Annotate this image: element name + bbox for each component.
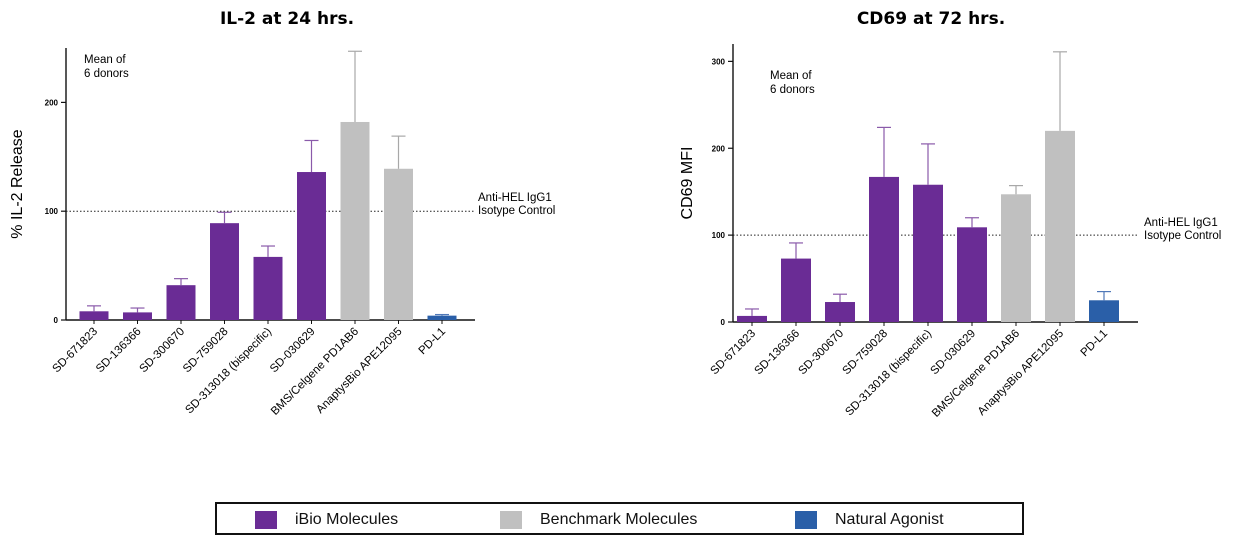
legend-swatch-natural [795,511,817,529]
legend: iBio Molecules Benchmark Molecules Natur… [215,502,1024,535]
x-tick-label: SD-300670 [796,328,846,378]
legend-label-ibio: iBio Molecules [295,511,399,528]
donor-annotation: Mean of [770,70,812,82]
x-tick-label: SD-136366 [94,326,144,376]
bar [79,311,109,320]
y-tick-label: 100 [712,231,726,240]
y-tick-label: 100 [45,207,59,216]
reference-line-label: Anti-HEL IgG1 [478,192,552,204]
x-tick-label: AnaptysBio APE12095 [976,328,1066,418]
legend-label-benchmark: Benchmark Molecules [540,511,698,528]
y-tick-label: 200 [45,98,59,107]
donor-annotation: Mean of [84,54,126,66]
x-tick-label: SD-313018 (bispecific) [843,328,934,419]
legend-swatch-benchmark [500,511,522,529]
legend-item-benchmark: Benchmark Molecules [500,510,697,530]
y-tick-label: 200 [712,144,726,153]
x-tick-label: AnaptysBio APE12095 [314,326,404,416]
chart-2: CD69 at 72 hrs. CD69 MFI 0 100 200 300 Anti-HE… [679,9,1221,420]
bar [384,168,413,320]
bar [297,172,326,320]
bar [737,315,767,322]
chart-title: IL-2 at 24 hrs. [220,9,354,29]
donor-annotation: 6 donors [770,84,815,96]
y-axis-label: CD69 MFI [679,147,696,220]
bar [1001,194,1031,322]
x-tick-label: BMS/Celgene PD1AB6 [930,328,1022,420]
x-tick-label: SD-671823 [50,326,100,376]
bar [210,223,239,320]
bar [957,227,987,322]
legend-item-natural: Natural Agonist [795,510,944,530]
legend-swatch-ibio [255,511,277,529]
x-tick-label: PD-L1 [417,326,449,358]
x-tick-label: SD-136366 [752,328,802,378]
chart-title: CD69 at 72 hrs. [857,9,1005,29]
bar [427,315,457,320]
bar [340,121,370,320]
y-tick-label: 0 [54,316,59,325]
bar [781,258,811,322]
x-tick-label: BMS/Celgene PD1AB6 [269,326,361,418]
bar [253,256,283,320]
chart-1: IL-2 at 24 hrs. % IL-2 Release 0 100 200 Anti… [9,9,555,418]
legend-item-ibio: iBio Molecules [255,510,398,530]
x-tick-label: SD-313018 (bispecific) [183,326,274,417]
y-tick-label: 0 [721,318,726,327]
donor-annotation: 6 donors [84,68,129,80]
bar [1089,300,1119,322]
legend-label-natural: Natural Agonist [835,511,944,528]
y-tick-label: 300 [712,57,726,66]
reference-line-label: Anti-HEL IgG1 [1144,217,1218,229]
x-tick-label: SD-671823 [708,328,758,378]
reference-line-label: Isotype Control [1144,230,1221,242]
bar [869,176,899,322]
reference-line-label: Isotype Control [478,205,555,217]
bar [123,312,152,320]
bar [166,285,196,320]
x-tick-label: PD-L1 [1079,328,1111,360]
bar [1045,130,1075,322]
bar [825,302,855,322]
bar [913,184,943,322]
y-axis-label: % IL-2 Release [9,129,26,238]
x-tick-label: SD-300670 [137,326,187,376]
